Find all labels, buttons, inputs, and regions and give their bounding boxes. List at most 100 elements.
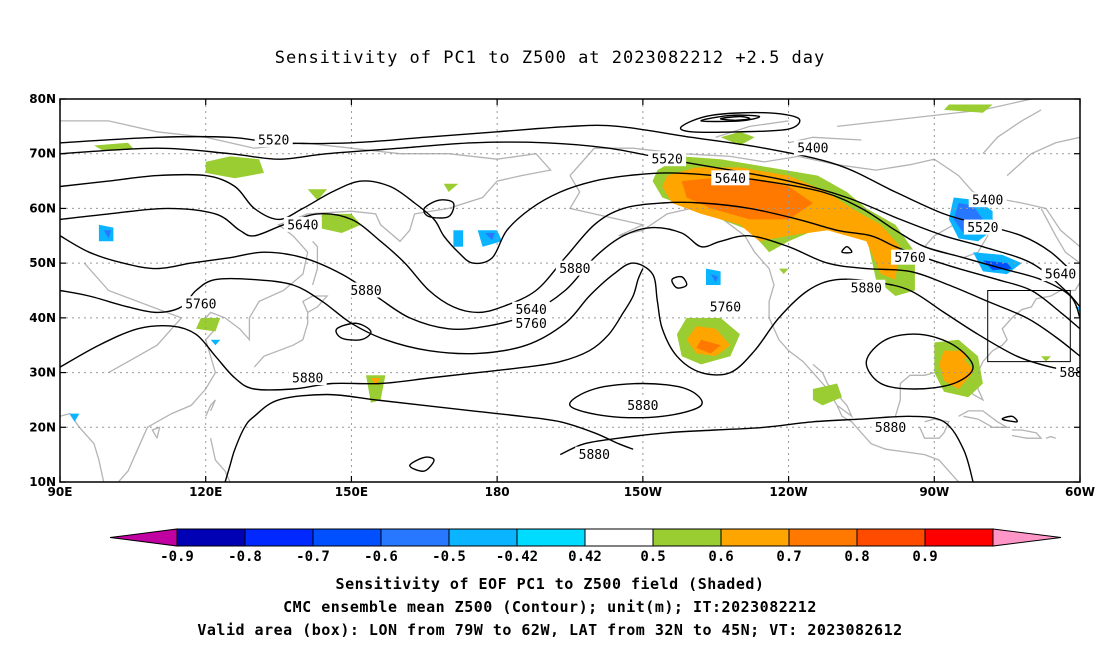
colorbar-segment: [652, 528, 722, 547]
colorbar-label: -0.8: [228, 549, 262, 565]
longitude-tick-label: 120W: [769, 485, 807, 499]
sensitivity-patch: [696, 339, 721, 354]
contour-label: 5400: [797, 142, 828, 157]
sensitivity-shading: [69, 104, 1080, 422]
contour-label: 5640: [1045, 268, 1076, 283]
colorbar-label: -0.9: [160, 549, 194, 565]
coastline-segment: [1011, 429, 1043, 439]
colorbar-label: 0.9: [912, 549, 937, 565]
colorbar-label: 0.8: [844, 549, 869, 565]
longitude-tick-label: 180: [485, 485, 510, 499]
colorbar-segment: [312, 528, 382, 547]
sensitivity-patch: [366, 375, 386, 403]
coastline-segment: [1006, 136, 1080, 177]
contour-label-bg: [288, 370, 327, 386]
coastline-segment: [715, 120, 789, 138]
contour-label-bg: [871, 419, 910, 435]
coastline-segment: [151, 426, 161, 439]
coastline-segment: [205, 399, 216, 417]
contour-label: 5520: [258, 134, 289, 149]
contour-label-bg: [283, 216, 322, 232]
contour-label: 5880: [875, 421, 906, 436]
sensitivity-patch: [939, 350, 974, 389]
z500-contour-line: [700, 114, 761, 123]
contour-label-bg: [512, 301, 551, 317]
sensitivity-patch: [453, 230, 464, 247]
sensitivity-patch: [720, 131, 755, 146]
longitude-tick-label: 150E: [335, 485, 368, 499]
latitude-tick-label: 30N: [29, 366, 56, 380]
contour-label-bg: [891, 249, 929, 265]
colorbar-segment: [516, 528, 586, 547]
sensitivity-patch: [477, 230, 502, 247]
z500-contour-line: [1001, 415, 1018, 423]
colorbar-label: 0.6: [708, 549, 733, 565]
colorbar-segment: [788, 528, 858, 547]
contour-label-bg: [623, 397, 662, 413]
coastline-segment: [958, 410, 1010, 428]
latitude-tick-label: 60N: [29, 201, 56, 215]
sensitivity-patch: [210, 339, 221, 346]
colorbar-segment: [448, 528, 518, 547]
sensitivity-patch: [710, 274, 719, 283]
colorbar-label: -0.7: [296, 549, 330, 565]
caption-valid-area: Valid area (box): LON from 79W to 62W, L…: [197, 621, 903, 639]
colorbar-segment: [924, 528, 994, 547]
colorbar-segment: [244, 528, 314, 547]
latitude-tick-label: 80N: [29, 92, 56, 106]
sensitivity-patch: [205, 156, 264, 179]
contour-label: 5520: [967, 221, 998, 236]
contour-label: 5520: [651, 153, 682, 168]
contour-label-bg: [555, 260, 594, 276]
contour-label-bg: [793, 140, 832, 156]
sensitivity-patch: [812, 383, 842, 406]
longitude-tick-label: 150W: [624, 485, 662, 499]
sensitivity-patch: [944, 104, 993, 113]
colorbar-segment: [176, 528, 246, 547]
longitude-tick-label: 120E: [189, 485, 222, 499]
contour-label: 5760: [710, 300, 741, 315]
sensitivity-patch: [69, 413, 80, 422]
contour-label-bg: [1041, 266, 1080, 282]
contour-label: 5880: [627, 399, 658, 414]
colorbar: -0.9 -0.8 -0.7 -0.6 -0.5 -0.42 0.42 0.5 0.6 0.7 0.…: [109, 528, 1062, 565]
contour-label: 5760: [515, 317, 546, 332]
coastlines: [60, 99, 1080, 482]
contour-label: 5640: [715, 172, 746, 187]
colorbar-label: -0.6: [364, 549, 398, 565]
contour-label: 5880: [292, 372, 323, 387]
latitude-tick-label: 70N: [29, 147, 56, 161]
contour-label-bg: [254, 132, 293, 148]
caption-shading: Sensitivity of EOF PC1 to Z500 field (Sh…: [335, 575, 765, 593]
colorbar-segment: [720, 528, 790, 547]
z500-contour-line: [335, 322, 372, 341]
sensitivity-patch: [103, 230, 111, 239]
contour-label: 5880: [1059, 366, 1090, 381]
coastline-segment: [60, 412, 105, 482]
contour-label: 5640: [515, 303, 546, 318]
longitude-tick-label: 60W: [1065, 485, 1095, 499]
z500-contour-line: [671, 275, 688, 289]
contour-label: 5640: [287, 218, 318, 233]
colorbar-label: 0.42: [568, 549, 602, 565]
colorbar-label: 0.7: [776, 549, 801, 565]
coastline-segment: [60, 120, 552, 482]
contour-label: 5880: [851, 281, 882, 296]
valid-area-box: [987, 290, 1071, 363]
latitude-tick-label: 40N: [29, 311, 56, 325]
colorbar-segment: [856, 528, 926, 547]
colorbar-segment: [584, 528, 654, 547]
contour-label: 5880: [350, 284, 381, 299]
map-frame: [59, 98, 1081, 483]
sensitivity-patch: [317, 213, 362, 233]
contour-label-bg: [706, 298, 745, 314]
contour-label-bg: [963, 219, 1002, 235]
coastline-segment: [1040, 208, 1080, 264]
coastline-segment: [1045, 435, 1056, 439]
z500-contour-line: [408, 456, 435, 472]
contour-label-bg: [347, 282, 385, 298]
sensitivity-patch: [1041, 356, 1051, 362]
contour-label-bg: [968, 192, 1007, 208]
